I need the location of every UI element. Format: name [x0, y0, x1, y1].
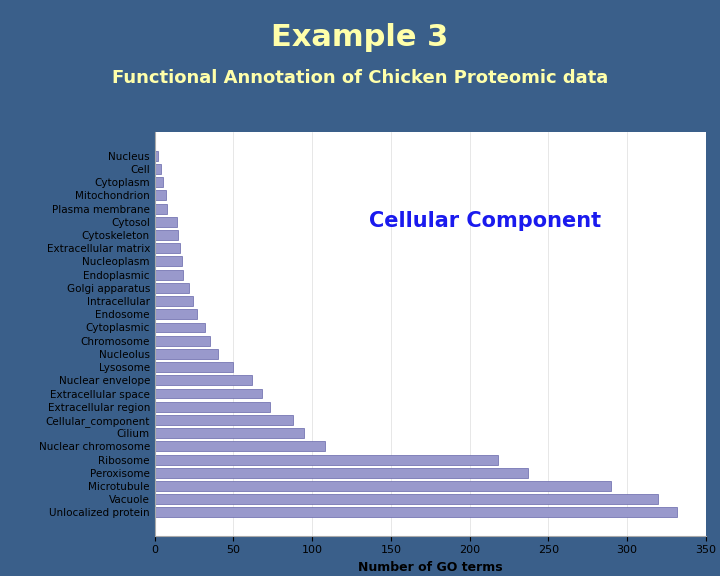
Bar: [155, 177, 163, 187]
Bar: [155, 296, 192, 306]
X-axis label: Number of GO terms: Number of GO terms: [358, 561, 503, 574]
Bar: [155, 309, 197, 319]
Bar: [155, 454, 498, 464]
Bar: [155, 217, 177, 227]
Bar: [155, 191, 166, 200]
Bar: [155, 323, 205, 332]
Bar: [155, 230, 179, 240]
Bar: [155, 428, 305, 438]
Bar: [155, 481, 611, 491]
Bar: [155, 349, 217, 359]
Bar: [155, 415, 293, 425]
Bar: [155, 468, 528, 478]
Text: Cellular Component: Cellular Component: [369, 211, 601, 231]
Text: Example 3: Example 3: [271, 23, 449, 52]
Bar: [155, 507, 678, 517]
Bar: [155, 389, 262, 399]
Bar: [155, 164, 161, 174]
Bar: [155, 362, 233, 372]
Bar: [155, 336, 210, 346]
Bar: [155, 151, 158, 161]
Bar: [155, 283, 189, 293]
Text: Functional Annotation of Chicken Proteomic data: Functional Annotation of Chicken Proteom…: [112, 69, 608, 87]
Bar: [155, 402, 270, 412]
Bar: [155, 270, 183, 279]
Bar: [155, 256, 181, 266]
Bar: [155, 243, 180, 253]
Bar: [155, 204, 167, 214]
Bar: [155, 494, 658, 504]
Bar: [155, 376, 253, 385]
Bar: [155, 441, 325, 452]
